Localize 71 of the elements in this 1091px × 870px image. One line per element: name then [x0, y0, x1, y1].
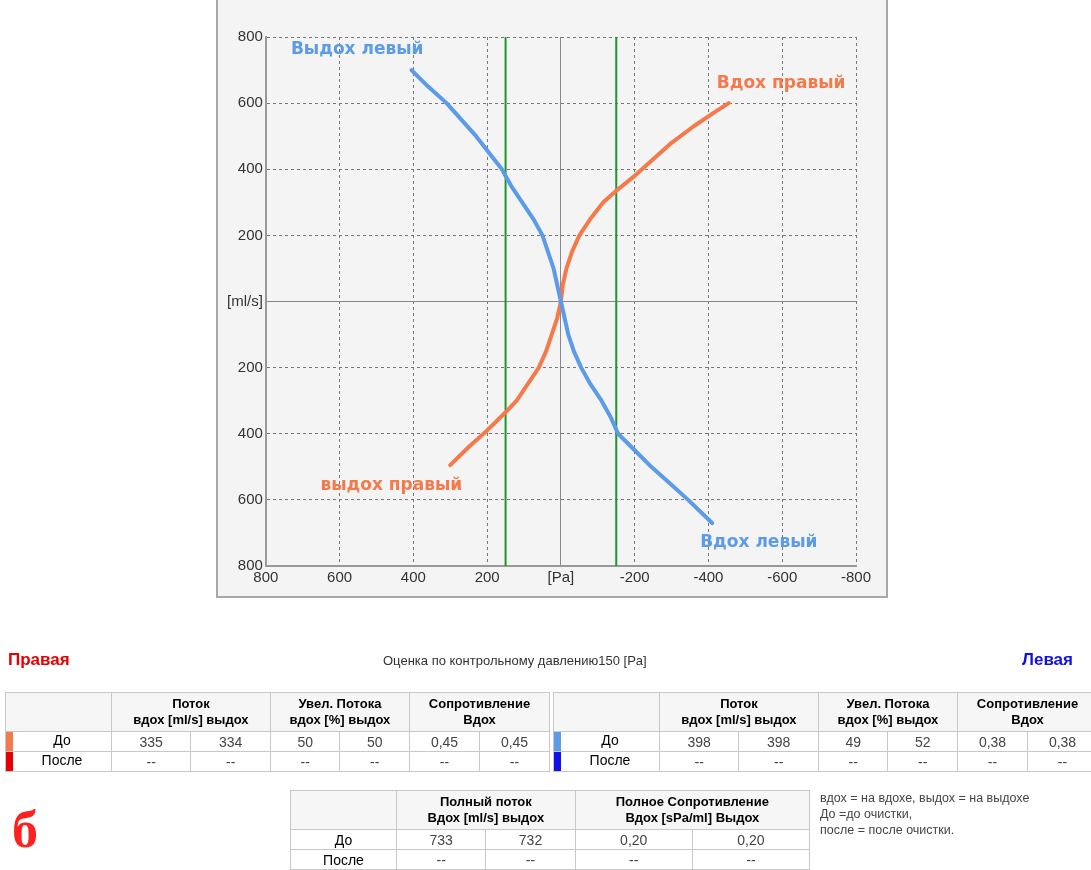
text: 0,20	[737, 831, 765, 848]
y-tick-label: 800	[237, 27, 263, 45]
category-label: До	[601, 732, 619, 748]
category-label: Полное Сопротивление Вдох [sPa/ml] Выдох	[575, 790, 810, 830]
text: --	[439, 753, 450, 770]
text: --	[774, 753, 784, 770]
text: 0,38	[978, 733, 1007, 750]
annotation: Вдох левый	[700, 531, 818, 552]
text: 398	[767, 733, 791, 750]
category-label: Увел. Потока вдох [%] выдох	[270, 692, 410, 732]
text: --	[300, 753, 310, 770]
x-tick-label: -400	[693, 568, 724, 586]
category-label: Полный поток Вдох [ml/s] выдох	[396, 790, 576, 830]
annotation: Вдох правый	[716, 71, 846, 92]
text: 50	[366, 733, 383, 750]
annotation: Выдох левый	[290, 38, 424, 59]
x-tick-label: -200	[619, 568, 650, 586]
category-label: Увел. Потока вдох [%] выдох	[818, 692, 958, 732]
x-tick-label: -800	[840, 568, 872, 586]
text: --	[694, 753, 704, 770]
text: Правая	[8, 650, 70, 670]
text: --	[370, 753, 380, 770]
text: Оценка по контрольному давлению150 [Pa]	[383, 653, 647, 668]
x-tick-label: [Pa]	[547, 568, 575, 586]
y-tick-label: [ml/s]	[226, 291, 263, 309]
text: 398	[687, 733, 711, 750]
text: --	[746, 851, 756, 868]
text: --	[918, 753, 928, 770]
category-label: Поток вдох [ml/s] выдох	[111, 692, 271, 732]
text: 50	[297, 733, 313, 750]
text: 0,38	[1048, 733, 1077, 750]
text: 0,45	[430, 733, 459, 750]
text: 733	[429, 831, 453, 848]
x-tick-label: 600	[327, 568, 353, 586]
category-label: До	[334, 831, 353, 848]
x-tick-label: 400	[400, 568, 426, 586]
category-label: Поток вдох [ml/s] выдох	[659, 692, 819, 732]
y-tick-label: 200	[237, 225, 263, 243]
text: 0,45	[500, 733, 529, 750]
y-tick-label: 400	[237, 423, 263, 441]
text: --	[509, 753, 520, 770]
text: 335	[139, 733, 163, 750]
text: --	[226, 753, 236, 770]
annotation: выдох правый	[320, 473, 463, 494]
text: --	[146, 753, 156, 770]
x-tick-label: -600	[767, 568, 798, 586]
text: 334	[219, 733, 243, 750]
category-label: Сопротивление Вдох	[957, 692, 1091, 732]
text: --	[629, 851, 639, 868]
category-label: После	[323, 851, 364, 868]
y-tick-label: 600	[237, 93, 263, 111]
text: --	[848, 753, 858, 770]
text: 52	[914, 733, 931, 750]
x-tick-label: 200	[474, 568, 500, 586]
text: б	[12, 800, 38, 859]
y-tick-label: 600	[237, 490, 263, 508]
text: --	[525, 851, 536, 868]
text: --	[436, 851, 446, 868]
y-tick-label: 400	[237, 159, 263, 177]
text: 732	[518, 831, 543, 848]
category-label: После	[41, 752, 83, 768]
y-tick-label: 200	[237, 357, 263, 375]
category-label: До	[53, 732, 71, 748]
text: 49	[845, 733, 861, 750]
category-label: Сопротивление Вдох	[409, 692, 550, 732]
text: 0,20	[620, 831, 648, 848]
text: Левая	[1022, 650, 1073, 670]
text: --	[1057, 753, 1068, 770]
category-label: После	[589, 752, 631, 768]
text: --	[987, 753, 998, 770]
text: вдох = на вдохе, выдох = на выдохе До =до очистки, после = после очистки.	[820, 790, 1030, 838]
